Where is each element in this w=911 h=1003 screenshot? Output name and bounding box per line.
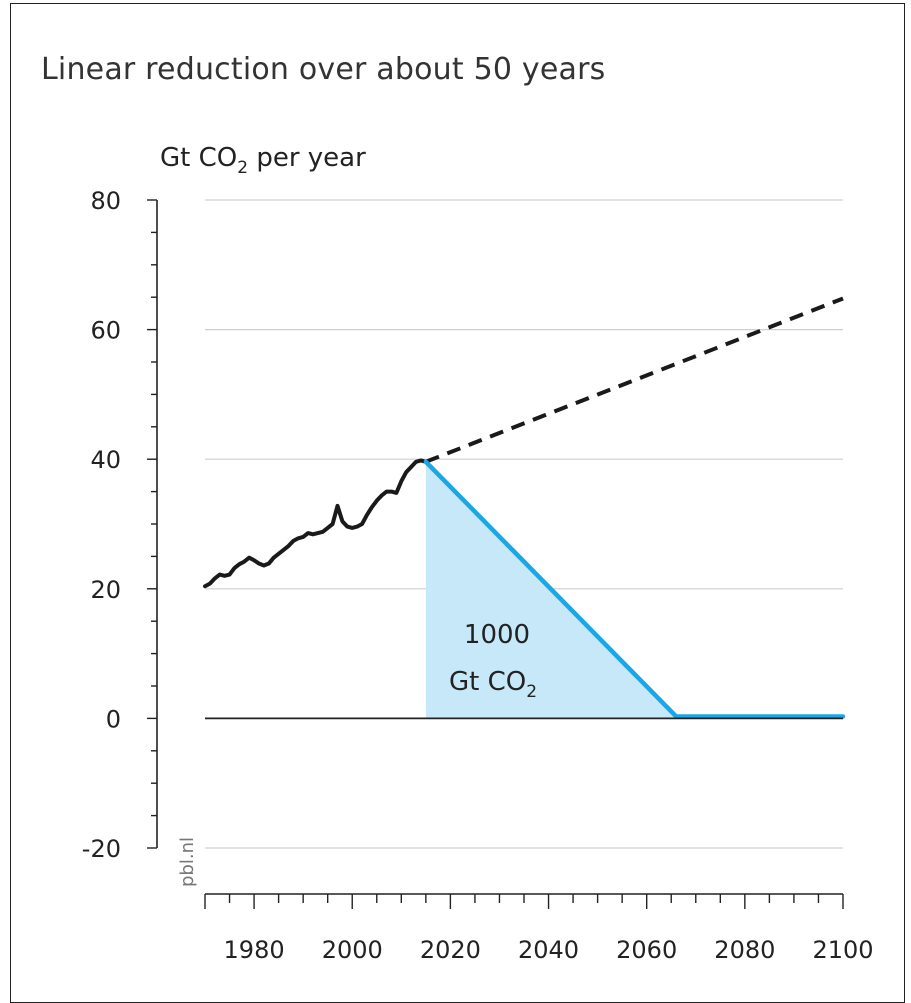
y-tick-label: 80 [90, 187, 121, 215]
x-tick-label: 2100 [812, 936, 873, 964]
x-tick-label: 2000 [322, 936, 383, 964]
series-line-reduction [423, 459, 846, 719]
y-tick-label: -20 [82, 835, 121, 863]
credit-label: pbl.nl [177, 837, 198, 887]
y-tick-label: 0 [106, 705, 121, 733]
area-label-value: 1000 [464, 620, 530, 650]
x-tick-label: 1980 [224, 936, 285, 964]
series-line-historical [203, 458, 428, 589]
x-tick-label: 2020 [420, 936, 481, 964]
y-tick-label: 20 [90, 576, 121, 604]
series-line-baseline [425, 296, 844, 464]
x-tick-label: 2060 [616, 936, 677, 964]
chart-title: Linear reduction over about 50 years [41, 52, 606, 87]
x-tick-label: 2040 [518, 936, 579, 964]
y-axis-title: Gt CO2 per year [160, 143, 366, 178]
y-tick-label: 60 [90, 317, 121, 345]
x-tick-label: 2080 [714, 936, 775, 964]
y-tick-label: 40 [90, 446, 121, 474]
area-label-unit: Gt CO2 [449, 667, 537, 702]
